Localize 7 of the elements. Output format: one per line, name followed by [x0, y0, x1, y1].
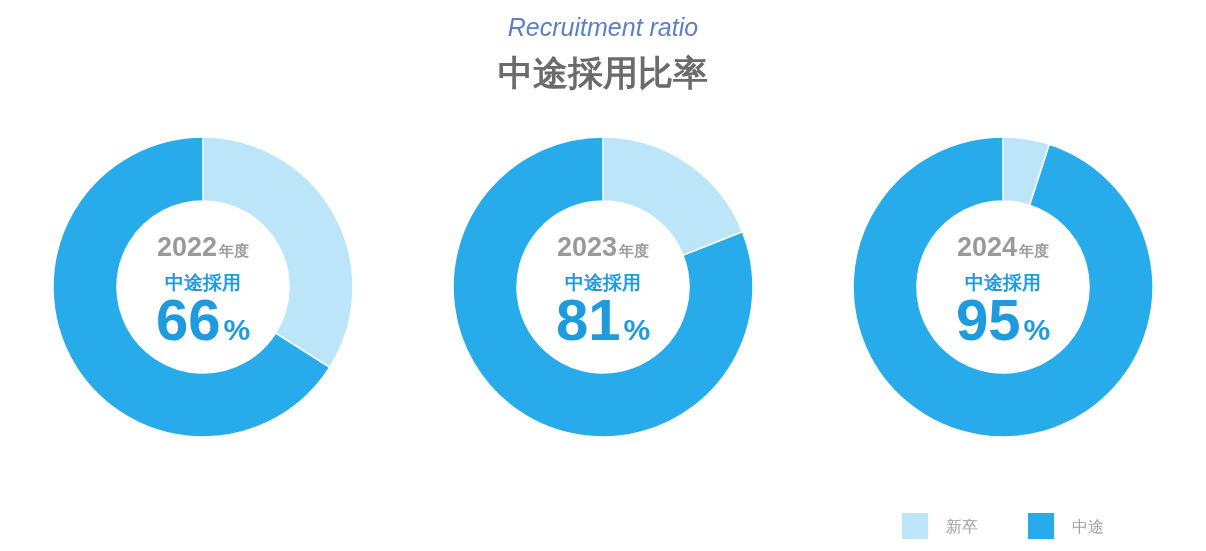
- text: 2024年度: [956, 232, 1050, 262]
- chart-title: 中途採用比率: [498, 53, 708, 92]
- text: 2022年度: [156, 232, 250, 262]
- legend-label: 新卒: [946, 518, 978, 535]
- text: 2023年度: [556, 232, 650, 262]
- chart-subtitle: Recruitment ratio: [507, 13, 699, 41]
- legend-label: 中途: [1072, 518, 1104, 535]
